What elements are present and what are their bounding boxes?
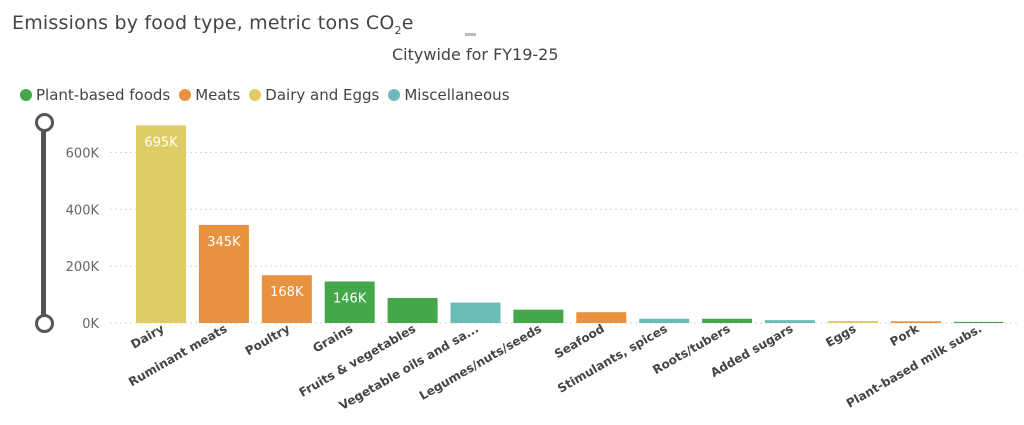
data-label: 146K — [333, 291, 367, 306]
y-tick-label: 400K — [66, 203, 100, 218]
x-tick-label: Grains — [310, 321, 355, 355]
y-tick-label: 0K — [82, 317, 99, 332]
data-label: 168K — [270, 285, 304, 300]
legend-item-miscellaneous[interactable]: Miscellaneous — [388, 86, 510, 104]
bar[interactable] — [513, 309, 564, 323]
bar[interactable] — [136, 125, 186, 324]
chart-subtitle: Citywide for FY19-25 — [392, 45, 559, 64]
data-label: 695K — [144, 135, 178, 150]
x-tick-label: Stimulants, spices — [555, 321, 670, 395]
bar[interactable] — [953, 321, 1004, 323]
chart-title-end: e — [401, 12, 414, 34]
bar[interactable] — [261, 275, 312, 323]
drag-handle[interactable] — [465, 33, 476, 36]
bar[interactable] — [198, 224, 249, 323]
legend-label: Plant-based foods — [36, 86, 171, 104]
x-tick-label: Dairy — [128, 321, 166, 351]
legend: Plant-based foods Meats Dairy and Eggs M… — [20, 86, 519, 104]
bar[interactable] — [324, 281, 375, 323]
data-label: 345K — [207, 235, 241, 250]
bar[interactable] — [387, 297, 438, 323]
chart-title-subscript: 2 — [394, 24, 402, 37]
chart-title-main: Emissions by food type, metric tons CO — [12, 12, 395, 34]
chart-title: Emissions by food type, metric tons CO2e — [12, 12, 414, 37]
legend-label: Miscellaneous — [404, 86, 510, 104]
legend-item-plant-based[interactable]: Plant-based foods — [20, 86, 170, 104]
legend-swatch — [20, 89, 32, 101]
x-tick-label: Eggs — [823, 321, 858, 349]
y-tick-label: 600K — [66, 146, 100, 161]
range-slider-track[interactable] — [41, 121, 46, 324]
bar[interactable] — [639, 318, 690, 323]
bar[interactable] — [702, 318, 753, 323]
legend-label: Dairy and Eggs — [265, 86, 380, 104]
legend-swatch — [388, 89, 401, 101]
legend-label: Meats — [195, 86, 241, 104]
x-tick-label: Pork — [888, 321, 923, 349]
x-tick-label: Seafood — [552, 321, 607, 361]
legend-swatch — [179, 89, 192, 101]
y-tick-label: 200K — [66, 260, 100, 275]
bar[interactable] — [450, 302, 501, 323]
range-slider-bottom-handle[interactable] — [35, 314, 54, 333]
legend-item-dairy-eggs[interactable]: Dairy and Eggs — [249, 86, 379, 104]
bar[interactable] — [576, 312, 627, 323]
bar[interactable] — [827, 321, 878, 323]
bar[interactable] — [890, 321, 941, 323]
legend-item-meats[interactable]: Meats — [179, 86, 240, 104]
range-slider-top-handle[interactable] — [35, 113, 54, 132]
bar[interactable] — [765, 320, 815, 323]
legend-swatch — [249, 89, 262, 101]
x-tick-label: Poultry — [243, 321, 293, 358]
